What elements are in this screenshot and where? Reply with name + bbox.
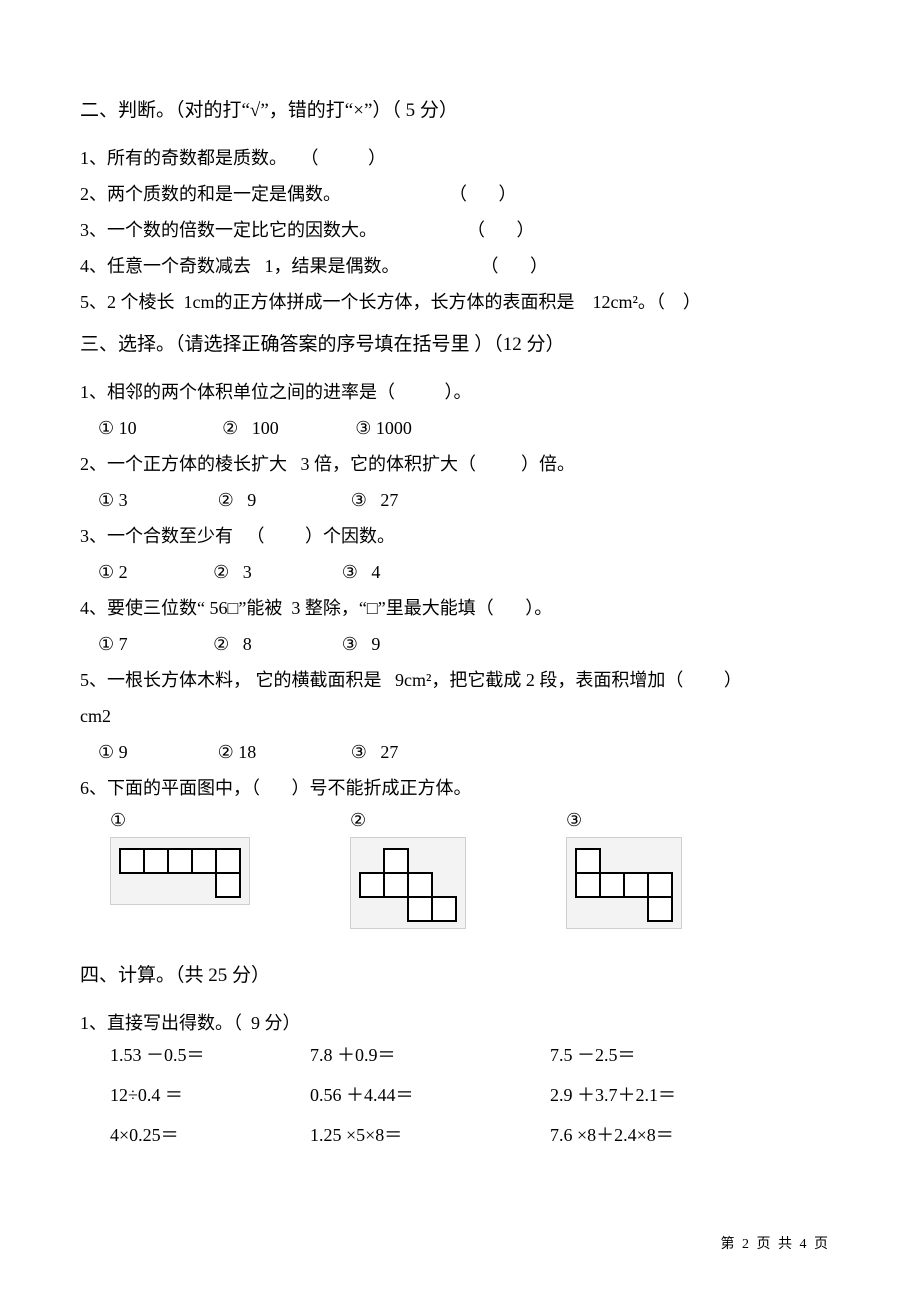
- s2-item-3: 3、一个数的倍数一定比它的因数大。 （ ）: [80, 212, 840, 248]
- page-footer: 第 2 页 共 4 页: [721, 1233, 831, 1253]
- calc-cell: 7.6 ×8＋2.4×8＝: [550, 1121, 810, 1147]
- section-2: 二、判断。（对的打“√”，错的打“×”）（ 5 分） 1、所有的奇数都是质数。 …: [80, 92, 840, 320]
- exam-page: 二、判断。（对的打“√”，错的打“×”）（ 5 分） 1、所有的奇数都是质数。 …: [0, 0, 920, 1301]
- cube-nets-row: ① ② ③: [80, 810, 840, 929]
- net-1-label: ①: [110, 810, 126, 831]
- s3-q2-opts: ① 3 ② 9 ③ 27: [80, 482, 840, 518]
- s3-q5-stem1: 5、一根长方体木料， 它的横截面积是 9cm²，把它截成 2 段，表面积增加（ …: [80, 662, 840, 698]
- net-2-col: ②: [350, 810, 466, 929]
- calc-grid: 1.53 －0.5＝ 7.8 ＋0.9＝ 7.5 －2.5＝ 12÷0.4 ＝ …: [80, 1041, 840, 1147]
- calc-cell: 1.25 ×5×8＝: [310, 1121, 550, 1147]
- calc-cell: 0.56 ＋4.44＝: [310, 1081, 550, 1107]
- s3-q6-stem: 6、下面的平面图中，（ ）号不能折成正方体。: [80, 770, 840, 806]
- s3-q3-opts: ① 2 ② 3 ③ 4: [80, 554, 840, 590]
- section-3-heading: 三、选择。（请选择正确答案的序号填在括号里 ）（12 分）: [80, 326, 840, 364]
- calc-cell: 2.9 ＋3.7＋2.1＝: [550, 1081, 810, 1107]
- net-2-label: ②: [350, 810, 366, 831]
- calc-cell: 7.8 ＋0.9＝: [310, 1041, 550, 1067]
- s3-q4-stem: 4、要使三位数“ 56□”能被 3 整除，“□”里最大能填（ ）。: [80, 590, 840, 626]
- calc-cell: 12÷0.4 ＝: [110, 1081, 310, 1107]
- s2-item-4: 4、任意一个奇数减去 1，结果是偶数。 （ ）: [80, 248, 840, 284]
- s2-item-5: 5、2 个棱长 1cm的正方体拼成一个长方体，长方体的表面积是 12cm²。（ …: [80, 284, 840, 320]
- s3-q1-opts: ① 10 ② 100 ③ 1000: [80, 410, 840, 446]
- s3-q5-stem2: cm2: [80, 698, 840, 734]
- s2-item-1: 1、所有的奇数都是质数。 （ ）: [80, 140, 840, 176]
- net-2-box: [350, 837, 466, 929]
- section-4: 四、计算。（共 25 分） 1、直接写出得数。（ 9 分） 1.53 －0.5＝…: [80, 957, 840, 1147]
- s3-q1-stem: 1、相邻的两个体积单位之间的进率是（ ）。: [80, 374, 840, 410]
- s3-q3-stem: 3、一个合数至少有 （ ）个因数。: [80, 518, 840, 554]
- net-1-svg: [119, 848, 241, 898]
- net-3-svg: [575, 848, 673, 922]
- section-3: 三、选择。（请选择正确答案的序号填在括号里 ）（12 分） 1、相邻的两个体积单…: [80, 326, 840, 929]
- net-1-col: ①: [110, 810, 250, 929]
- s2-item-2: 2、两个质数的和是一定是偶数。 （ ）: [80, 176, 840, 212]
- s3-q4-opts: ① 7 ② 8 ③ 9: [80, 626, 840, 662]
- s3-q2-stem: 2、一个正方体的棱长扩大 3 倍，它的体积扩大（ ）倍。: [80, 446, 840, 482]
- net-3-col: ③: [566, 810, 682, 929]
- net-2-svg: [359, 848, 457, 922]
- calc-cell: 7.5 －2.5＝: [550, 1041, 810, 1067]
- calc-cell: 1.53 －0.5＝: [110, 1041, 310, 1067]
- calc-cell: 4×0.25＝: [110, 1121, 310, 1147]
- net-3-box: [566, 837, 682, 929]
- net-3-label: ③: [566, 810, 582, 831]
- section-2-heading: 二、判断。（对的打“√”，错的打“×”）（ 5 分）: [80, 92, 840, 130]
- s4-sub1: 1、直接写出得数。（ 9 分）: [80, 1005, 840, 1041]
- section-4-heading: 四、计算。（共 25 分）: [80, 957, 840, 995]
- net-1-box: [110, 837, 250, 905]
- s3-q5-opts: ① 9 ② 18 ③ 27: [80, 734, 840, 770]
